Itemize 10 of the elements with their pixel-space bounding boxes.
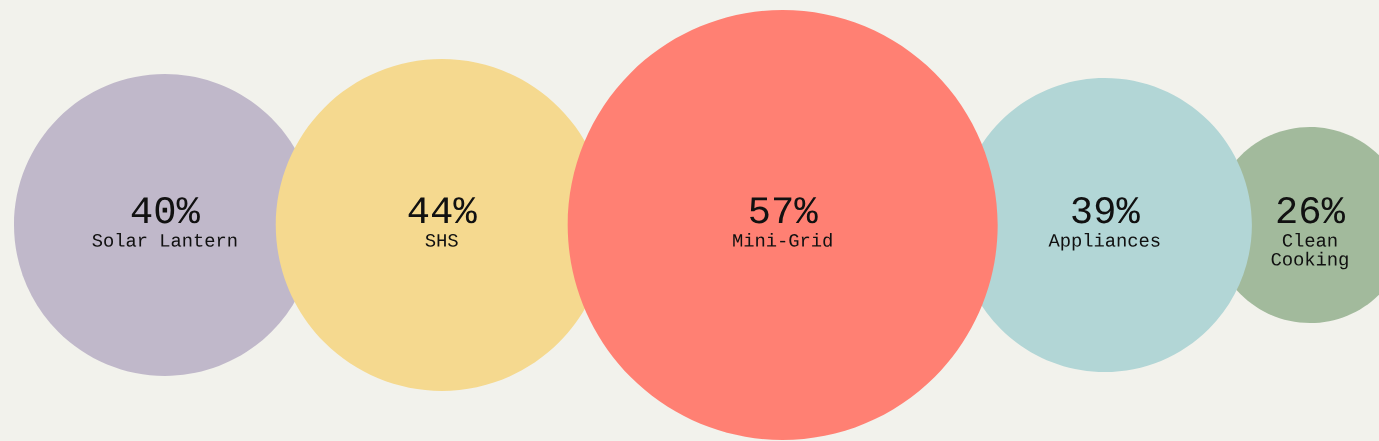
category-label: Appliances — [1048, 233, 1160, 251]
category-label: Mini-Grid — [733, 233, 832, 247]
data-label: 40% — [131, 197, 200, 224]
data-label: 44% — [408, 197, 477, 224]
data-label: 57% — [750, 197, 818, 224]
category-label: Clean Cooking — [1271, 233, 1348, 270]
category-label: SHS — [425, 234, 458, 247]
data-label: 26% — [1277, 197, 1345, 224]
data-label: 39% — [1072, 197, 1140, 224]
category-label: Solar Lantern — [92, 233, 237, 247]
